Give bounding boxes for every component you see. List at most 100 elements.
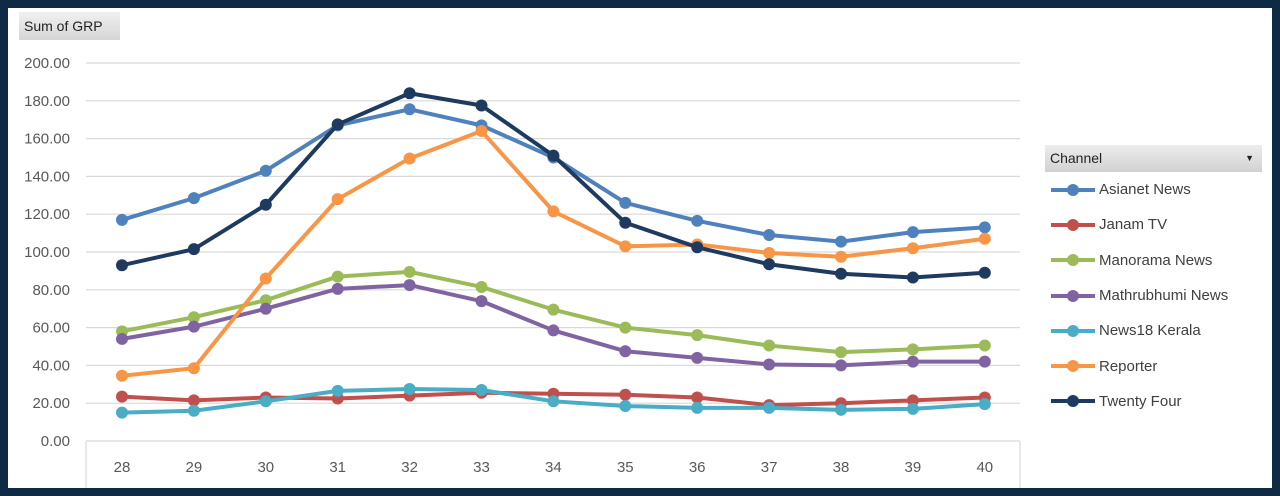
data-point <box>403 103 416 116</box>
data-point <box>187 394 200 407</box>
legend-label: Janam TV <box>1099 216 1168 234</box>
data-point <box>763 401 776 414</box>
data-point <box>691 329 704 342</box>
data-point <box>259 198 272 211</box>
data-point <box>259 302 272 315</box>
data-point <box>331 282 344 295</box>
data-point <box>187 311 200 324</box>
data-point <box>763 258 776 271</box>
data-point <box>187 362 200 375</box>
data-point <box>547 205 560 218</box>
data-point <box>547 303 560 316</box>
y-tick-label: 120.00 <box>24 206 70 223</box>
data-point <box>906 355 919 368</box>
x-tick-label: 32 <box>401 459 418 476</box>
y-tick-label: 80.00 <box>32 282 70 299</box>
dropdown-arrow-icon[interactable]: ▼ <box>1245 153 1254 163</box>
data-point <box>619 388 632 401</box>
sum-of-grp-field-button[interactable]: Sum of GRP <box>19 12 120 40</box>
data-point <box>835 267 847 280</box>
x-tick-label: 28 <box>114 459 131 476</box>
data-point <box>331 193 344 206</box>
legend-label: Twenty Four <box>1099 392 1182 410</box>
data-point <box>906 402 919 415</box>
data-point <box>116 213 128 226</box>
y-tick-label: 60.00 <box>32 320 70 337</box>
data-point <box>187 192 200 205</box>
data-point <box>475 280 488 293</box>
x-tick-label: 40 <box>976 459 993 476</box>
data-point <box>906 242 919 255</box>
y-tick-label: 160.00 <box>24 131 70 148</box>
data-point <box>259 294 272 307</box>
data-point <box>331 270 344 283</box>
data-point <box>475 295 488 308</box>
data-point <box>403 279 416 292</box>
legend-label: Asianet News <box>1099 181 1191 199</box>
data-point <box>475 383 488 396</box>
data-point <box>906 271 919 284</box>
data-point <box>116 369 128 382</box>
data-point <box>259 272 272 285</box>
data-point <box>835 359 847 372</box>
legend-marker-icon <box>1051 391 1095 411</box>
legend-marker-icon <box>1051 215 1095 235</box>
y-tick-label: 20.00 <box>32 395 70 412</box>
legend-marker-icon <box>1051 250 1095 270</box>
x-tick-label: 30 <box>257 459 274 476</box>
legend-item-reporter[interactable]: Reporter <box>1045 348 1262 383</box>
data-point <box>475 99 488 112</box>
y-tick-label: 100.00 <box>24 244 70 261</box>
y-tick-label: 200.00 <box>24 55 70 72</box>
series-line-reporter <box>121 129 986 378</box>
data-point <box>835 235 847 248</box>
legend-label: Mathrubhumi News <box>1099 287 1229 305</box>
data-point <box>116 390 128 403</box>
legend-item-mathrubhumi-news[interactable]: Mathrubhumi News <box>1045 278 1262 313</box>
legend: Channel ▼ Asianet News Janam TV Manorama N… <box>1045 145 1262 419</box>
legend-marker-icon <box>1051 321 1095 341</box>
x-tick-label: 39 <box>905 459 922 476</box>
data-point <box>547 149 560 162</box>
x-tick-label: 29 <box>186 459 203 476</box>
legend-label: Reporter <box>1099 357 1158 375</box>
legend-item-news18-kerala[interactable]: News18 Kerala <box>1045 313 1262 348</box>
data-point <box>763 339 776 352</box>
channel-filter-dropdown[interactable]: Channel ▼ <box>1045 145 1262 172</box>
data-point <box>978 232 991 245</box>
y-tick-label: 140.00 <box>24 168 70 185</box>
legend-item-janam-tv[interactable]: Janam TV <box>1045 207 1262 242</box>
data-point <box>187 320 200 333</box>
legend-item-manorama-news[interactable]: Manorama News <box>1045 243 1262 278</box>
data-point <box>906 343 919 356</box>
data-point <box>619 240 632 253</box>
data-point <box>978 339 991 352</box>
legend-title: Channel <box>1050 150 1103 166</box>
data-point <box>187 243 200 256</box>
data-point <box>835 250 847 263</box>
data-point <box>116 406 128 419</box>
data-point <box>978 266 991 279</box>
data-point <box>978 355 991 368</box>
legend-marker-icon <box>1051 286 1095 306</box>
data-point <box>763 246 776 259</box>
data-point <box>763 358 776 371</box>
data-point <box>691 214 704 227</box>
legend-item-asianet-news[interactable]: Asianet News <box>1045 172 1262 207</box>
data-point <box>835 403 847 416</box>
data-point <box>547 324 560 337</box>
data-point <box>619 400 632 413</box>
data-point <box>403 87 416 100</box>
data-point <box>187 404 200 417</box>
y-tick-label: 180.00 <box>24 93 70 110</box>
legend-item-twenty-four[interactable]: Twenty Four <box>1045 384 1262 419</box>
x-tick-label: 38 <box>833 459 850 476</box>
data-point <box>547 395 560 408</box>
x-tick-label: 31 <box>329 459 346 476</box>
data-point <box>403 265 416 278</box>
data-point <box>259 395 272 408</box>
x-tick-label: 35 <box>617 459 634 476</box>
data-point <box>331 384 344 397</box>
legend-marker-icon <box>1051 180 1095 200</box>
